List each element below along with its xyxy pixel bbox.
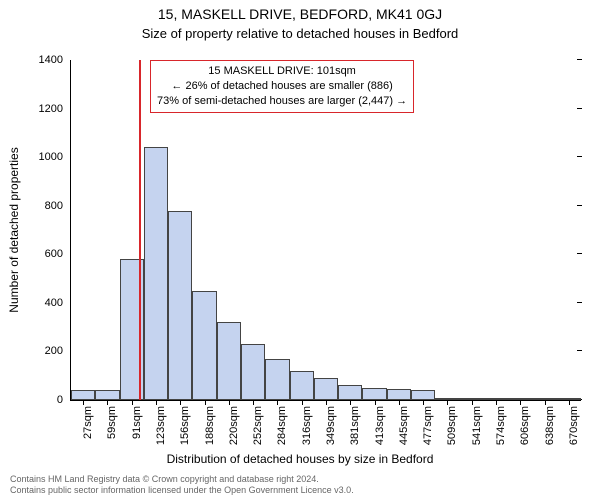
x-tick-label: 670sqm bbox=[568, 406, 580, 445]
x-tick-label: 638sqm bbox=[544, 406, 556, 445]
x-tick-label: 27sqm bbox=[82, 406, 94, 439]
histogram-bar bbox=[95, 390, 119, 400]
histogram-bar bbox=[265, 359, 289, 400]
chart-subtitle: Size of property relative to detached ho… bbox=[0, 26, 600, 41]
x-tick-mark bbox=[156, 400, 157, 405]
property-marker-line bbox=[139, 60, 141, 400]
y-tick-label: 800 bbox=[45, 200, 71, 212]
x-tick-label: 188sqm bbox=[204, 406, 216, 445]
x-tick-label: 574sqm bbox=[495, 406, 507, 445]
x-tick-label: 606sqm bbox=[519, 406, 531, 445]
x-tick-label: 123sqm bbox=[155, 406, 167, 445]
histogram-bar bbox=[144, 147, 168, 400]
page-title: 15, MASKELL DRIVE, BEDFORD, MK41 0GJ bbox=[0, 6, 600, 22]
histogram-bar bbox=[71, 390, 95, 400]
histogram-bar bbox=[338, 385, 362, 400]
y-tick-mark bbox=[577, 350, 582, 351]
x-tick-label: 349sqm bbox=[325, 406, 337, 445]
histogram-bar bbox=[362, 388, 386, 400]
y-tick-mark bbox=[577, 59, 582, 60]
x-tick-label: 381sqm bbox=[349, 406, 361, 445]
x-tick-mark bbox=[545, 400, 546, 405]
x-tick-mark bbox=[520, 400, 521, 405]
y-tick-mark bbox=[577, 108, 582, 109]
footer-attribution: Contains HM Land Registry data © Crown c… bbox=[10, 474, 354, 497]
annotation-box: 15 MASKELL DRIVE: 101sqm← 26% of detache… bbox=[150, 60, 414, 113]
x-tick-label: 156sqm bbox=[179, 406, 191, 445]
x-tick-mark bbox=[496, 400, 497, 405]
x-tick-mark bbox=[83, 400, 84, 405]
x-tick-mark bbox=[302, 400, 303, 405]
x-tick-mark bbox=[399, 400, 400, 405]
histogram-bar bbox=[411, 390, 435, 400]
x-tick-mark bbox=[375, 400, 376, 405]
histogram-bar bbox=[314, 378, 338, 400]
x-tick-mark bbox=[253, 400, 254, 405]
x-tick-label: 284sqm bbox=[276, 406, 288, 445]
x-tick-mark bbox=[569, 400, 570, 405]
histogram-bar bbox=[168, 211, 192, 400]
x-tick-label: 413sqm bbox=[374, 406, 386, 445]
y-tick-label: 600 bbox=[45, 248, 71, 260]
y-tick-mark bbox=[577, 253, 582, 254]
y-tick-label: 200 bbox=[45, 345, 71, 357]
x-tick-mark bbox=[326, 400, 327, 405]
histogram-bar bbox=[192, 291, 216, 400]
histogram-plot: 020040060080010001200140027sqm59sqm91sqm… bbox=[70, 60, 581, 401]
annotation-line: 15 MASKELL DRIVE: 101sqm bbox=[157, 64, 407, 79]
y-tick-mark bbox=[577, 302, 582, 303]
x-tick-label: 59sqm bbox=[106, 406, 118, 439]
x-tick-mark bbox=[277, 400, 278, 405]
y-tick-label: 1200 bbox=[39, 103, 71, 115]
x-tick-mark bbox=[205, 400, 206, 405]
y-tick-label: 400 bbox=[45, 297, 71, 309]
y-tick-mark bbox=[577, 205, 582, 206]
x-axis-label: Distribution of detached houses by size … bbox=[0, 452, 600, 466]
footer-line-2: Contains public sector information licen… bbox=[10, 485, 354, 496]
y-tick-label: 1000 bbox=[39, 151, 71, 163]
histogram-bar bbox=[241, 344, 265, 400]
x-tick-label: 316sqm bbox=[301, 406, 313, 445]
x-tick-label: 541sqm bbox=[471, 406, 483, 445]
x-tick-mark bbox=[447, 400, 448, 405]
histogram-bar bbox=[217, 322, 241, 400]
y-tick-label: 0 bbox=[57, 394, 71, 406]
x-tick-label: 509sqm bbox=[446, 406, 458, 445]
y-tick-mark bbox=[577, 156, 582, 157]
x-tick-label: 252sqm bbox=[252, 406, 264, 445]
y-axis-label: Number of detached properties bbox=[7, 147, 21, 312]
x-tick-label: 445sqm bbox=[398, 406, 410, 445]
histogram-bar bbox=[290, 371, 314, 400]
y-tick-label: 1400 bbox=[39, 54, 71, 66]
x-tick-mark bbox=[472, 400, 473, 405]
x-tick-mark bbox=[107, 400, 108, 405]
histogram-bar bbox=[387, 389, 411, 400]
x-tick-label: 91sqm bbox=[131, 406, 143, 439]
x-tick-label: 477sqm bbox=[422, 406, 434, 445]
x-tick-mark bbox=[350, 400, 351, 405]
x-tick-mark bbox=[229, 400, 230, 405]
x-tick-mark bbox=[180, 400, 181, 405]
annotation-line: 73% of semi-detached houses are larger (… bbox=[157, 94, 407, 109]
x-tick-label: 220sqm bbox=[228, 406, 240, 445]
x-tick-mark bbox=[423, 400, 424, 405]
footer-line-1: Contains HM Land Registry data © Crown c… bbox=[10, 474, 354, 485]
annotation-line: ← 26% of detached houses are smaller (88… bbox=[157, 79, 407, 94]
x-tick-mark bbox=[132, 400, 133, 405]
